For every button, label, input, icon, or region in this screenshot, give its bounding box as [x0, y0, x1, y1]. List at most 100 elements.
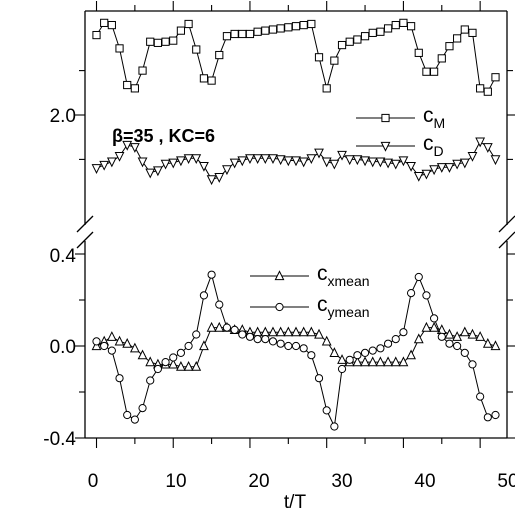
data-point-cy-mean [383, 339, 393, 348]
data-point-cx-mean [383, 356, 393, 367]
legend-label-cd: cD [423, 132, 444, 159]
data-point-cd [222, 165, 232, 176]
x-tick-label-40: 40 [414, 471, 435, 492]
data-point-cm [430, 67, 439, 76]
data-point-cy-mean [291, 341, 301, 351]
data-point-cm [238, 29, 247, 39]
data-point-cd [344, 155, 355, 166]
data-point-cd [191, 154, 202, 165]
data-point-cx-mean [199, 340, 209, 351]
data-point-cd [252, 154, 263, 165]
data-point-cx-mean [114, 335, 125, 346]
series-line-cy-mean [96, 273, 496, 429]
data-point-cy-mean [376, 344, 385, 353]
data-point-cd [183, 154, 194, 165]
data-point-cy-mean [199, 291, 209, 300]
data-point-cd [429, 165, 440, 176]
data-point-cd [490, 155, 501, 166]
data-point-cd [406, 161, 416, 172]
data-point-cd [176, 156, 186, 167]
data-point-cd [413, 171, 424, 182]
data-point-cy-mean [276, 339, 285, 348]
data-point-cx-mean [429, 321, 440, 332]
data-point-cd [106, 157, 117, 168]
data-point-cx-mean [298, 326, 309, 337]
data-point-cy-mean [453, 341, 462, 351]
data-point-cd [337, 150, 347, 161]
data-point-cm [476, 84, 485, 93]
data-point-cx-mean [106, 331, 117, 341]
legend-label-subscript: M [434, 115, 446, 131]
data-point-cm [345, 37, 354, 46]
x-tick-label-20: 20 [248, 471, 269, 492]
y-tick-label-0.4: 0.4 [50, 246, 77, 267]
data-point-cx-mean [321, 335, 332, 346]
data-point-cx-mean [206, 321, 217, 332]
data-point-cd [268, 154, 278, 165]
data-point-cd [245, 154, 255, 165]
axis-break-left-a [76, 215, 94, 233]
data-point-cd [152, 166, 163, 177]
data-point-cy-mean [115, 374, 124, 383]
data-point-cy-mean [92, 337, 101, 346]
data-point-cy-mean [345, 355, 354, 364]
y-tick-label--0.4: -0.4 [43, 429, 76, 450]
data-point-cm [130, 84, 139, 93]
data-point-cm [399, 18, 408, 27]
series-cx-mean [91, 321, 501, 371]
data-point-cy-mean [422, 291, 431, 300]
data-point-cd [475, 137, 486, 148]
data-point-cd [444, 163, 455, 173]
data-point-cm [445, 42, 454, 51]
data-point-cm [368, 28, 377, 37]
data-point-cd [360, 156, 370, 167]
data-point-cy-mean [230, 325, 239, 334]
data-point-cy-mean [146, 376, 155, 385]
data-point-cm [414, 48, 423, 57]
legend-entry-cd: cD [356, 132, 444, 159]
data-point-cm [207, 76, 216, 85]
data-point-cd [275, 155, 286, 166]
data-point-cx-mean [91, 340, 102, 351]
data-point-cy-mean [307, 351, 316, 360]
data-point-cd [214, 173, 225, 183]
data-point-cx-mean [398, 356, 409, 367]
data-point-cx-mean [291, 326, 301, 337]
data-point-cd [237, 156, 248, 167]
data-point-cx-mean [122, 337, 133, 348]
data-point-cy-mean [368, 346, 377, 355]
data-point-cd [383, 158, 393, 169]
data-point-cd [122, 140, 133, 151]
data-point-cm [284, 23, 293, 32]
data-point-cx-mean [337, 354, 347, 364]
data-point-cy-mean [483, 413, 492, 422]
data-point-cy-mean [268, 337, 278, 346]
data-point-cm [100, 18, 109, 27]
data-point-cy-mean [222, 323, 232, 332]
data-point-cy-mean [353, 351, 362, 360]
legend-marker-cm [381, 113, 390, 123]
data-point-cd [260, 154, 271, 165]
data-point-cd [367, 157, 378, 168]
data-point-cm [161, 37, 170, 46]
data-point-cy-mean [161, 358, 170, 367]
data-point-cx-mean [367, 356, 378, 367]
data-point-cd [99, 160, 110, 171]
legend-entry-cx-mean: cxmean [250, 262, 370, 289]
series-cm [92, 18, 500, 96]
data-point-cd [459, 158, 470, 169]
data-point-cm [123, 80, 132, 90]
data-point-cd [298, 157, 309, 168]
data-point-cx-mean [306, 326, 317, 337]
data-point-cm [406, 22, 416, 31]
data-point-cm [92, 30, 101, 40]
data-point-cx-mean [490, 340, 501, 351]
data-point-cx-mean [459, 326, 470, 337]
data-point-cx-mean [183, 360, 194, 371]
data-point-cy-mean [207, 270, 216, 279]
axis-break-right-a [498, 215, 515, 233]
data-point-cd [314, 148, 324, 159]
data-point-cm [115, 44, 124, 53]
data-point-cd [390, 159, 401, 170]
